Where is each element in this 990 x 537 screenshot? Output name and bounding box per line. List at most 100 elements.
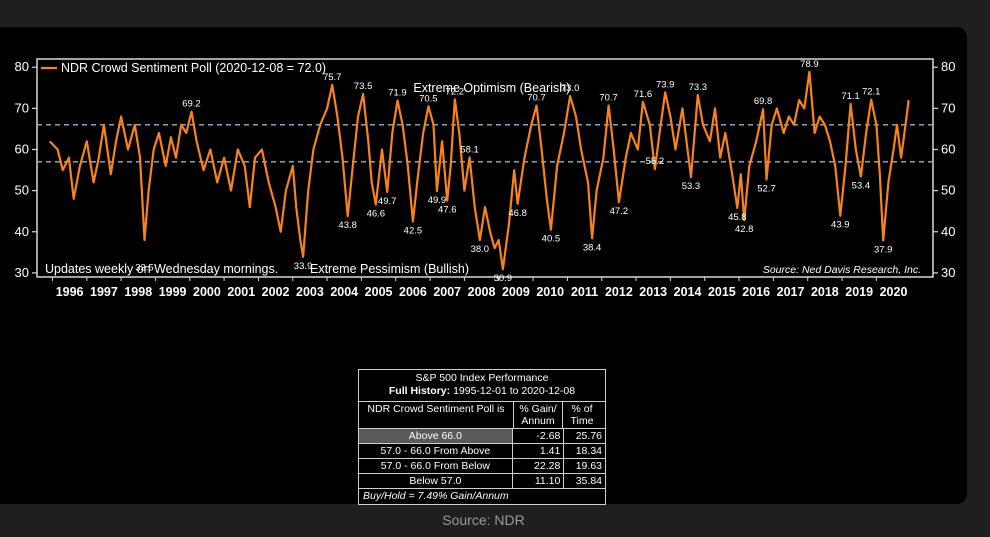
performance-table-header: S&P 500 Index Performance Full History: … — [359, 370, 605, 402]
data-point-label: 40.5 — [542, 234, 561, 245]
data-point-label: 71.6 — [634, 89, 653, 100]
y-tick-label-left: 80 — [15, 59, 29, 74]
y-tick-label-left: 70 — [15, 100, 29, 115]
x-tick-label: 1999 — [159, 285, 187, 299]
data-point-label: 49.9 — [428, 195, 447, 206]
x-tick-label: 2003 — [296, 285, 324, 299]
plot-frame — [36, 58, 934, 278]
image-caption: Source: NDR — [442, 512, 525, 528]
chart-card: 30 30 40 40 50 50 60 60 70 70 80 80 1996 1997 1998 1999… — [0, 27, 967, 505]
data-point-label: 70.5 — [419, 93, 438, 104]
sentiment-line-chart: 30 30 40 40 50 50 60 60 70 70 80 80 1996 1997 1998 1999… — [15, 58, 955, 299]
row-label: Below 57.0 — [359, 474, 513, 488]
x-tick-label: 2015 — [708, 285, 736, 299]
row-time: 19.63 — [575, 460, 602, 472]
legend-label: NDR Crowd Sentiment Poll (2020-12-08 = 7… — [61, 61, 326, 75]
data-point-label: 42.5 — [404, 225, 423, 236]
data-point-label: 38.0 — [471, 244, 490, 255]
x-tick-label: 2013 — [639, 285, 667, 299]
x-tick-label: 2004 — [330, 285, 358, 299]
x-tick-label: 2012 — [605, 285, 633, 299]
x-tick-label: 2007 — [433, 285, 461, 299]
x-tick-label: 2008 — [468, 285, 496, 299]
data-point-label: 30.9 — [494, 273, 513, 284]
history-label: Full History: — [388, 385, 451, 397]
performance-table: S&P 500 Index Performance Full History: … — [358, 369, 606, 505]
data-point-label: 71.9 — [388, 88, 407, 99]
row-gain: 22.28 — [513, 459, 565, 473]
data-point-label: 47.6 — [438, 204, 457, 215]
annotation-pessimism: Extreme Pessimism (Bullish) — [310, 262, 469, 276]
row-time: 25.76 — [575, 430, 602, 442]
data-point-label: 45.8 — [728, 212, 747, 223]
x-tick-label: 2005 — [365, 285, 393, 299]
data-point-label: 53.4 — [852, 181, 871, 192]
y-tick-label-right: 60 — [941, 141, 955, 156]
x-tick-label: 2019 — [845, 285, 873, 299]
column-header-time: % of Time — [570, 403, 594, 427]
column-header-poll: NDR Crowd Sentiment Poll is — [359, 402, 514, 428]
y-tick-label-right: 80 — [941, 59, 955, 74]
data-point-label: 46.6 — [367, 209, 386, 220]
table-row: 57.0 - 66.0 From Above 1.41 18.34 — [359, 444, 605, 459]
y-tick-label-left: 40 — [15, 224, 29, 239]
data-point-label: 33.9 — [294, 261, 313, 272]
data-point-label: 58.1 — [460, 144, 479, 155]
data-point-label: 38.4 — [583, 242, 602, 253]
performance-table-column-headers: NDR Crowd Sentiment Poll is % Gain/ Annu… — [359, 402, 605, 429]
y-tick-label-right: 50 — [941, 183, 955, 198]
data-point-label: 43.9 — [831, 220, 850, 231]
data-point-label: 72.2 — [446, 86, 465, 97]
row-label: 57.0 - 66.0 From Above — [359, 444, 513, 458]
series-line — [48, 70, 910, 271]
history-range: 1995-12-01 to 2020-12-08 — [453, 385, 576, 397]
row-label: 57.0 - 66.0 From Below — [359, 459, 513, 473]
data-point-label: 75.7 — [323, 72, 342, 83]
row-label: Above 66.0 — [359, 429, 513, 443]
annotation-source: Source: Ned Davis Research, Inc. — [763, 264, 921, 276]
y-tick-label-right: 70 — [941, 100, 955, 115]
performance-table-history: Full History: 1995-12-01 to 2020-12-08 — [359, 385, 605, 398]
data-point-label: 69.2 — [182, 99, 201, 110]
table-row: Above 66.0 -2.68 25.76 — [359, 429, 605, 444]
data-point-label: 71.1 — [841, 91, 860, 102]
data-point-label: 47.2 — [610, 206, 629, 217]
x-tick-label: 2016 — [742, 285, 770, 299]
column-header-gain: % Gain/ Annum — [514, 402, 563, 428]
x-tick-label: 2001 — [227, 285, 255, 299]
performance-table-footer: Buy/Hold = 7.49% Gain/Annum — [363, 490, 509, 502]
table-row: 57.0 - 66.0 From Below 22.28 19.63 — [359, 459, 605, 474]
data-point-label: 70.7 — [599, 92, 618, 103]
data-point-label: 55.2 — [646, 156, 665, 167]
performance-table-title: S&P 500 Index Performance — [415, 372, 549, 384]
row-gain: 11.10 — [513, 474, 565, 488]
x-tick-label: 2010 — [536, 285, 564, 299]
table-row: Below 57.0 11.10 35.84 — [359, 474, 605, 489]
data-point-label: 78.9 — [800, 59, 819, 70]
x-tick-label: 1997 — [90, 285, 118, 299]
x-tick-label: 2014 — [674, 285, 702, 299]
data-point-label: 46.8 — [508, 208, 527, 219]
data-point-label: 42.8 — [735, 224, 754, 235]
annotation-optimism: Extreme Optimism (Bearish) — [413, 81, 570, 95]
x-tick-label: 2017 — [777, 285, 805, 299]
row-gain: 1.41 — [513, 444, 565, 458]
row-time: 18.34 — [575, 445, 602, 457]
x-tick-label: 2020 — [880, 285, 908, 299]
data-point-label: 69.8 — [754, 96, 773, 107]
data-point-label: 53.3 — [682, 181, 701, 192]
row-time: 35.84 — [575, 475, 602, 487]
x-tick-label: 2009 — [502, 285, 530, 299]
x-tick-label: 2018 — [811, 285, 839, 299]
y-tick-label-left: 60 — [15, 141, 29, 156]
y-tick-label-left: 50 — [15, 183, 29, 198]
x-tick-label: 1998 — [124, 285, 152, 299]
data-point-label: 37.9 — [874, 244, 893, 255]
data-point-label: 49.7 — [378, 196, 397, 207]
data-point-label: 73.9 — [656, 79, 675, 90]
data-point-label: 52.7 — [757, 184, 776, 195]
y-tick-label-left: 30 — [15, 265, 29, 280]
y-tick-label-right: 30 — [941, 265, 955, 280]
data-point-label: 73.0 — [561, 83, 580, 94]
x-tick-label: 1996 — [56, 285, 84, 299]
